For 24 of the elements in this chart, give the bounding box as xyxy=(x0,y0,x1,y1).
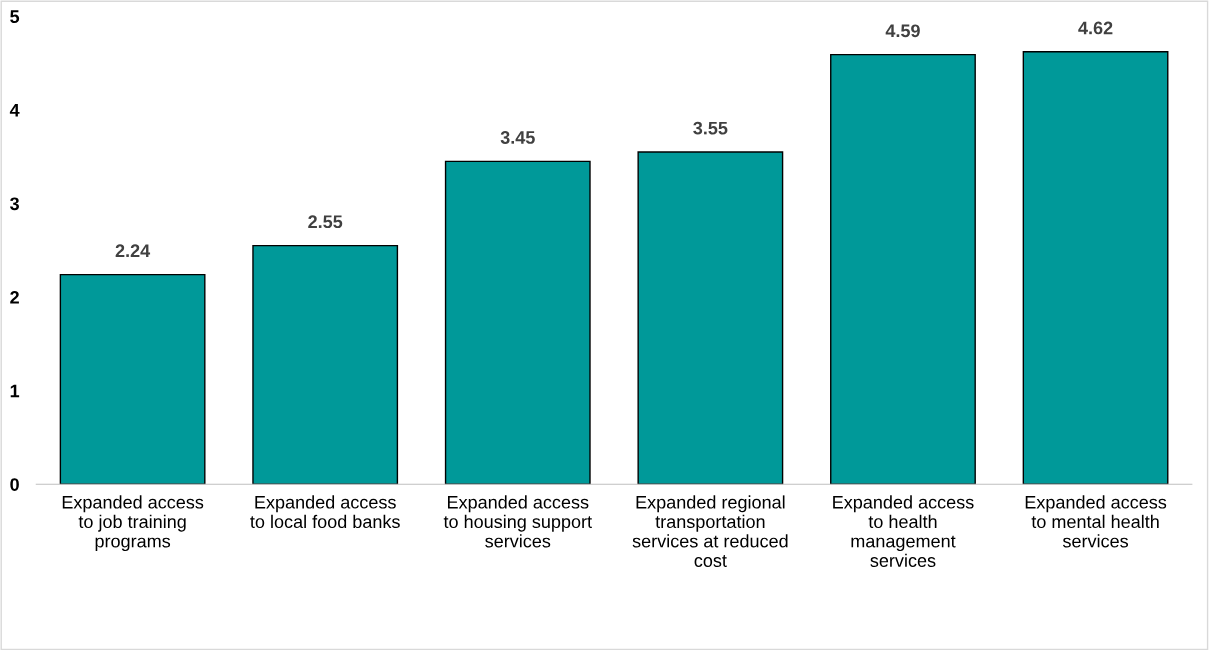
data-label: 4.62 xyxy=(1078,21,1113,35)
bar xyxy=(59,273,206,485)
y-tick-label: 5 xyxy=(10,10,20,23)
x-tick-label: Expanded access to health management services xyxy=(833,495,974,567)
data-label: 3.45 xyxy=(500,131,535,144)
y-tick-label: 0 xyxy=(10,478,19,491)
data-label: 2.55 xyxy=(308,215,343,229)
bar xyxy=(637,151,784,485)
bar xyxy=(252,244,399,485)
bar xyxy=(1022,51,1169,485)
x-tick-label: Expanded access to job training programs xyxy=(62,495,204,552)
x-tick-label: Expanded regional transportation services at reduced cost xyxy=(632,495,788,567)
y-tick-label: 1 xyxy=(10,384,20,398)
x-tick-label: Expanded access to housing support services xyxy=(443,495,592,548)
data-label: 3.55 xyxy=(693,121,728,135)
x-tick-label: Expanded access to local food banks xyxy=(250,495,400,529)
y-tick-label: 4 xyxy=(9,103,20,117)
y-tick-label: 2 xyxy=(10,290,19,304)
data-label: 2.24 xyxy=(115,244,151,257)
y-tick-label: 3 xyxy=(10,197,19,211)
bar xyxy=(444,160,591,485)
x-tick-label: Expanded access to mental health services xyxy=(1025,495,1167,548)
data-label: 4.59 xyxy=(885,24,920,38)
bar xyxy=(830,53,976,485)
